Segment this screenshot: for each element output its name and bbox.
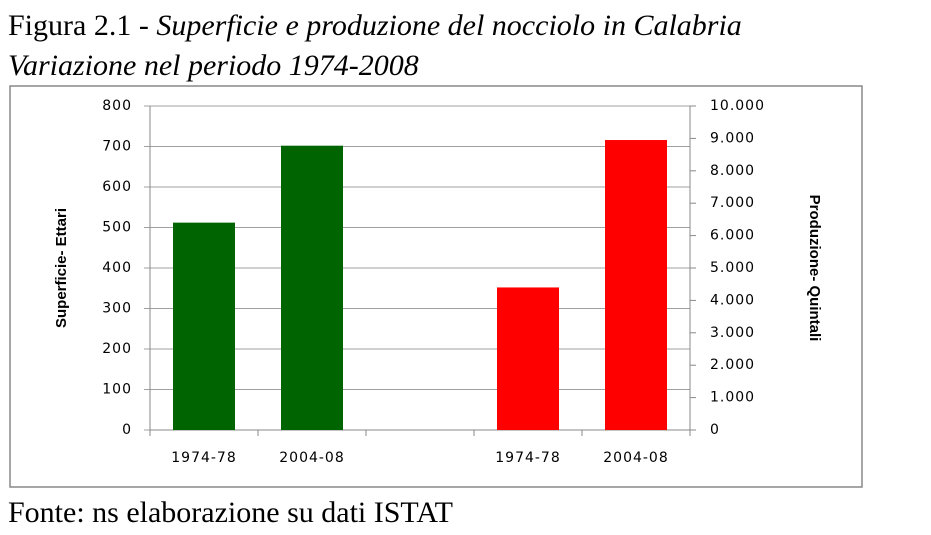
- y-tick-label: 100: [102, 382, 132, 398]
- y2-tick-label: 6.000: [710, 228, 755, 244]
- y2-tick-label: 7.000: [710, 195, 755, 211]
- y-tick-label: 0: [122, 422, 132, 438]
- y2-tick-label: 3.000: [710, 325, 755, 341]
- y2-tick-label: 4.000: [710, 292, 755, 308]
- y2-tick-label: 5.000: [710, 260, 755, 276]
- x-tick-label: 2004-08: [603, 450, 669, 466]
- y2-tick-label: 1.000: [710, 390, 755, 406]
- y-axis-label: Superficie- Ettari: [53, 208, 70, 328]
- x-tick-label: 2004-08: [279, 450, 345, 466]
- y2-tick-label: 8.000: [710, 163, 755, 179]
- title-main: Superficie e produzione del nocciolo in …: [156, 9, 741, 42]
- y-tick-label: 700: [102, 139, 132, 155]
- y2-tick-label: 9.000: [710, 130, 755, 146]
- x-tick-label: 1974-78: [171, 450, 237, 466]
- bar: [173, 222, 235, 430]
- chart-frame: [9, 85, 863, 488]
- y2-tick-label: 2.000: [710, 357, 755, 373]
- y2-tick-label: 10.000: [710, 98, 765, 114]
- y-tick-label: 500: [102, 220, 132, 236]
- y-tick-label: 200: [102, 341, 132, 357]
- y2-axis-label: Produzione- Quintali: [806, 195, 823, 342]
- bar: [281, 145, 343, 430]
- title-prefix: Figura 2.1 -: [8, 9, 149, 42]
- y-tick-label: 600: [102, 179, 132, 195]
- x-tick-label: 1974-78: [495, 450, 561, 466]
- source-note: Fonte: ns elaborazione su dati ISTAT: [8, 496, 453, 529]
- y-tick-label: 400: [102, 260, 132, 276]
- bar: [605, 140, 667, 430]
- y-tick-label: 300: [102, 301, 132, 317]
- y2-tick-label: 0: [710, 422, 720, 438]
- chart-subtitle: Variazione nel periodo 1974-2008: [8, 49, 419, 82]
- chart-title: Figura 2.1 - Superficie e produzione del…: [8, 9, 742, 42]
- y-tick-label: 800: [102, 98, 132, 114]
- bar: [497, 287, 559, 430]
